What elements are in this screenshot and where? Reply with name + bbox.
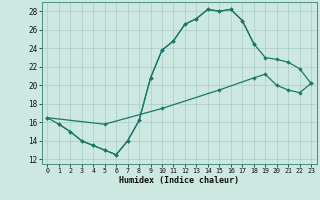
X-axis label: Humidex (Indice chaleur): Humidex (Indice chaleur) [119, 176, 239, 185]
